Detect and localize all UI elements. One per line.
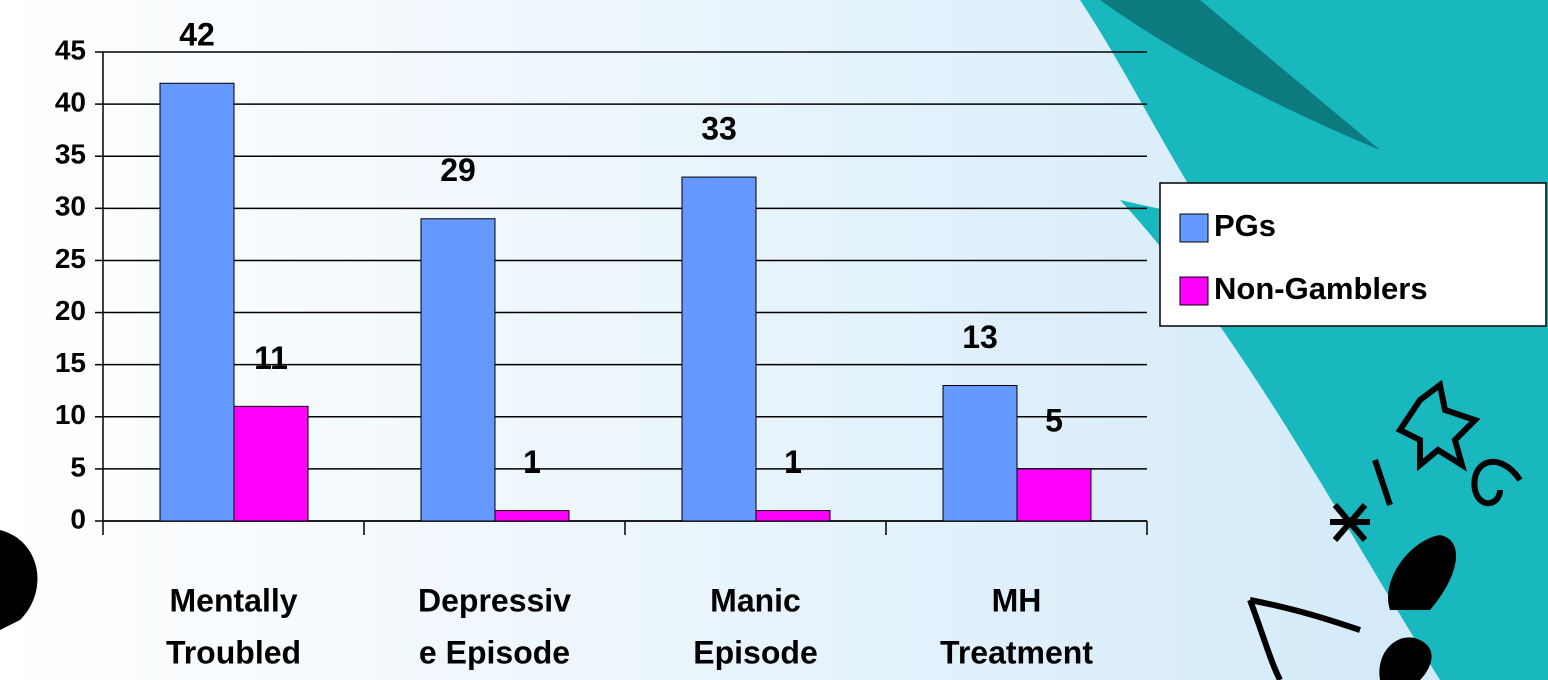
value-label: 1 xyxy=(523,444,541,480)
x-tick-label: Troubled xyxy=(166,634,301,670)
bar xyxy=(755,510,831,522)
blob xyxy=(0,530,38,630)
bar xyxy=(233,405,309,522)
doodle xyxy=(1247,379,1523,680)
value-label: 29 xyxy=(440,152,476,188)
y-tick-label: 5 xyxy=(70,451,86,482)
swoosh xyxy=(1080,0,1548,680)
doodle-fill xyxy=(1388,535,1457,610)
y-tick-label: 10 xyxy=(55,399,86,430)
bar xyxy=(159,82,235,522)
bar xyxy=(681,176,757,522)
value-label: 13 xyxy=(962,319,998,355)
y-tick-label: 0 xyxy=(70,503,86,534)
value-label: 42 xyxy=(179,17,215,53)
x-tick-label: Mentally xyxy=(169,582,297,618)
bar xyxy=(494,510,570,522)
value-label: 5 xyxy=(1045,402,1063,438)
bar xyxy=(1016,468,1092,522)
legend-swatch xyxy=(1179,276,1209,306)
x-tick-label: Manic xyxy=(710,582,801,618)
doodle-fill xyxy=(1379,637,1432,680)
y-tick-label: 45 xyxy=(55,34,86,65)
legend-box xyxy=(1159,182,1547,327)
legend-label: PGs xyxy=(1214,208,1276,243)
x-tick-label: Depressiv xyxy=(418,582,571,618)
y-tick-label: 30 xyxy=(55,191,86,222)
y-tick-label: 20 xyxy=(55,295,86,326)
x-tick-label: Episode xyxy=(693,634,817,670)
swoosh-shadow xyxy=(1100,0,1380,150)
y-tick-label: 25 xyxy=(55,243,86,274)
legend-label: Non-Gamblers xyxy=(1214,271,1428,306)
y-tick-label: 40 xyxy=(55,87,86,118)
value-label: 11 xyxy=(254,340,288,376)
value-label: 1 xyxy=(784,444,802,480)
y-tick-label: 15 xyxy=(55,347,86,378)
x-tick-label: e Episode xyxy=(419,634,570,670)
x-tick-label: Treatment xyxy=(940,634,1093,670)
legend-swatch xyxy=(1179,213,1209,243)
x-tick-label: MH xyxy=(992,582,1042,618)
bar xyxy=(420,218,496,522)
bar xyxy=(942,385,1018,522)
y-tick-label: 35 xyxy=(55,139,86,170)
value-label: 33 xyxy=(701,111,737,147)
